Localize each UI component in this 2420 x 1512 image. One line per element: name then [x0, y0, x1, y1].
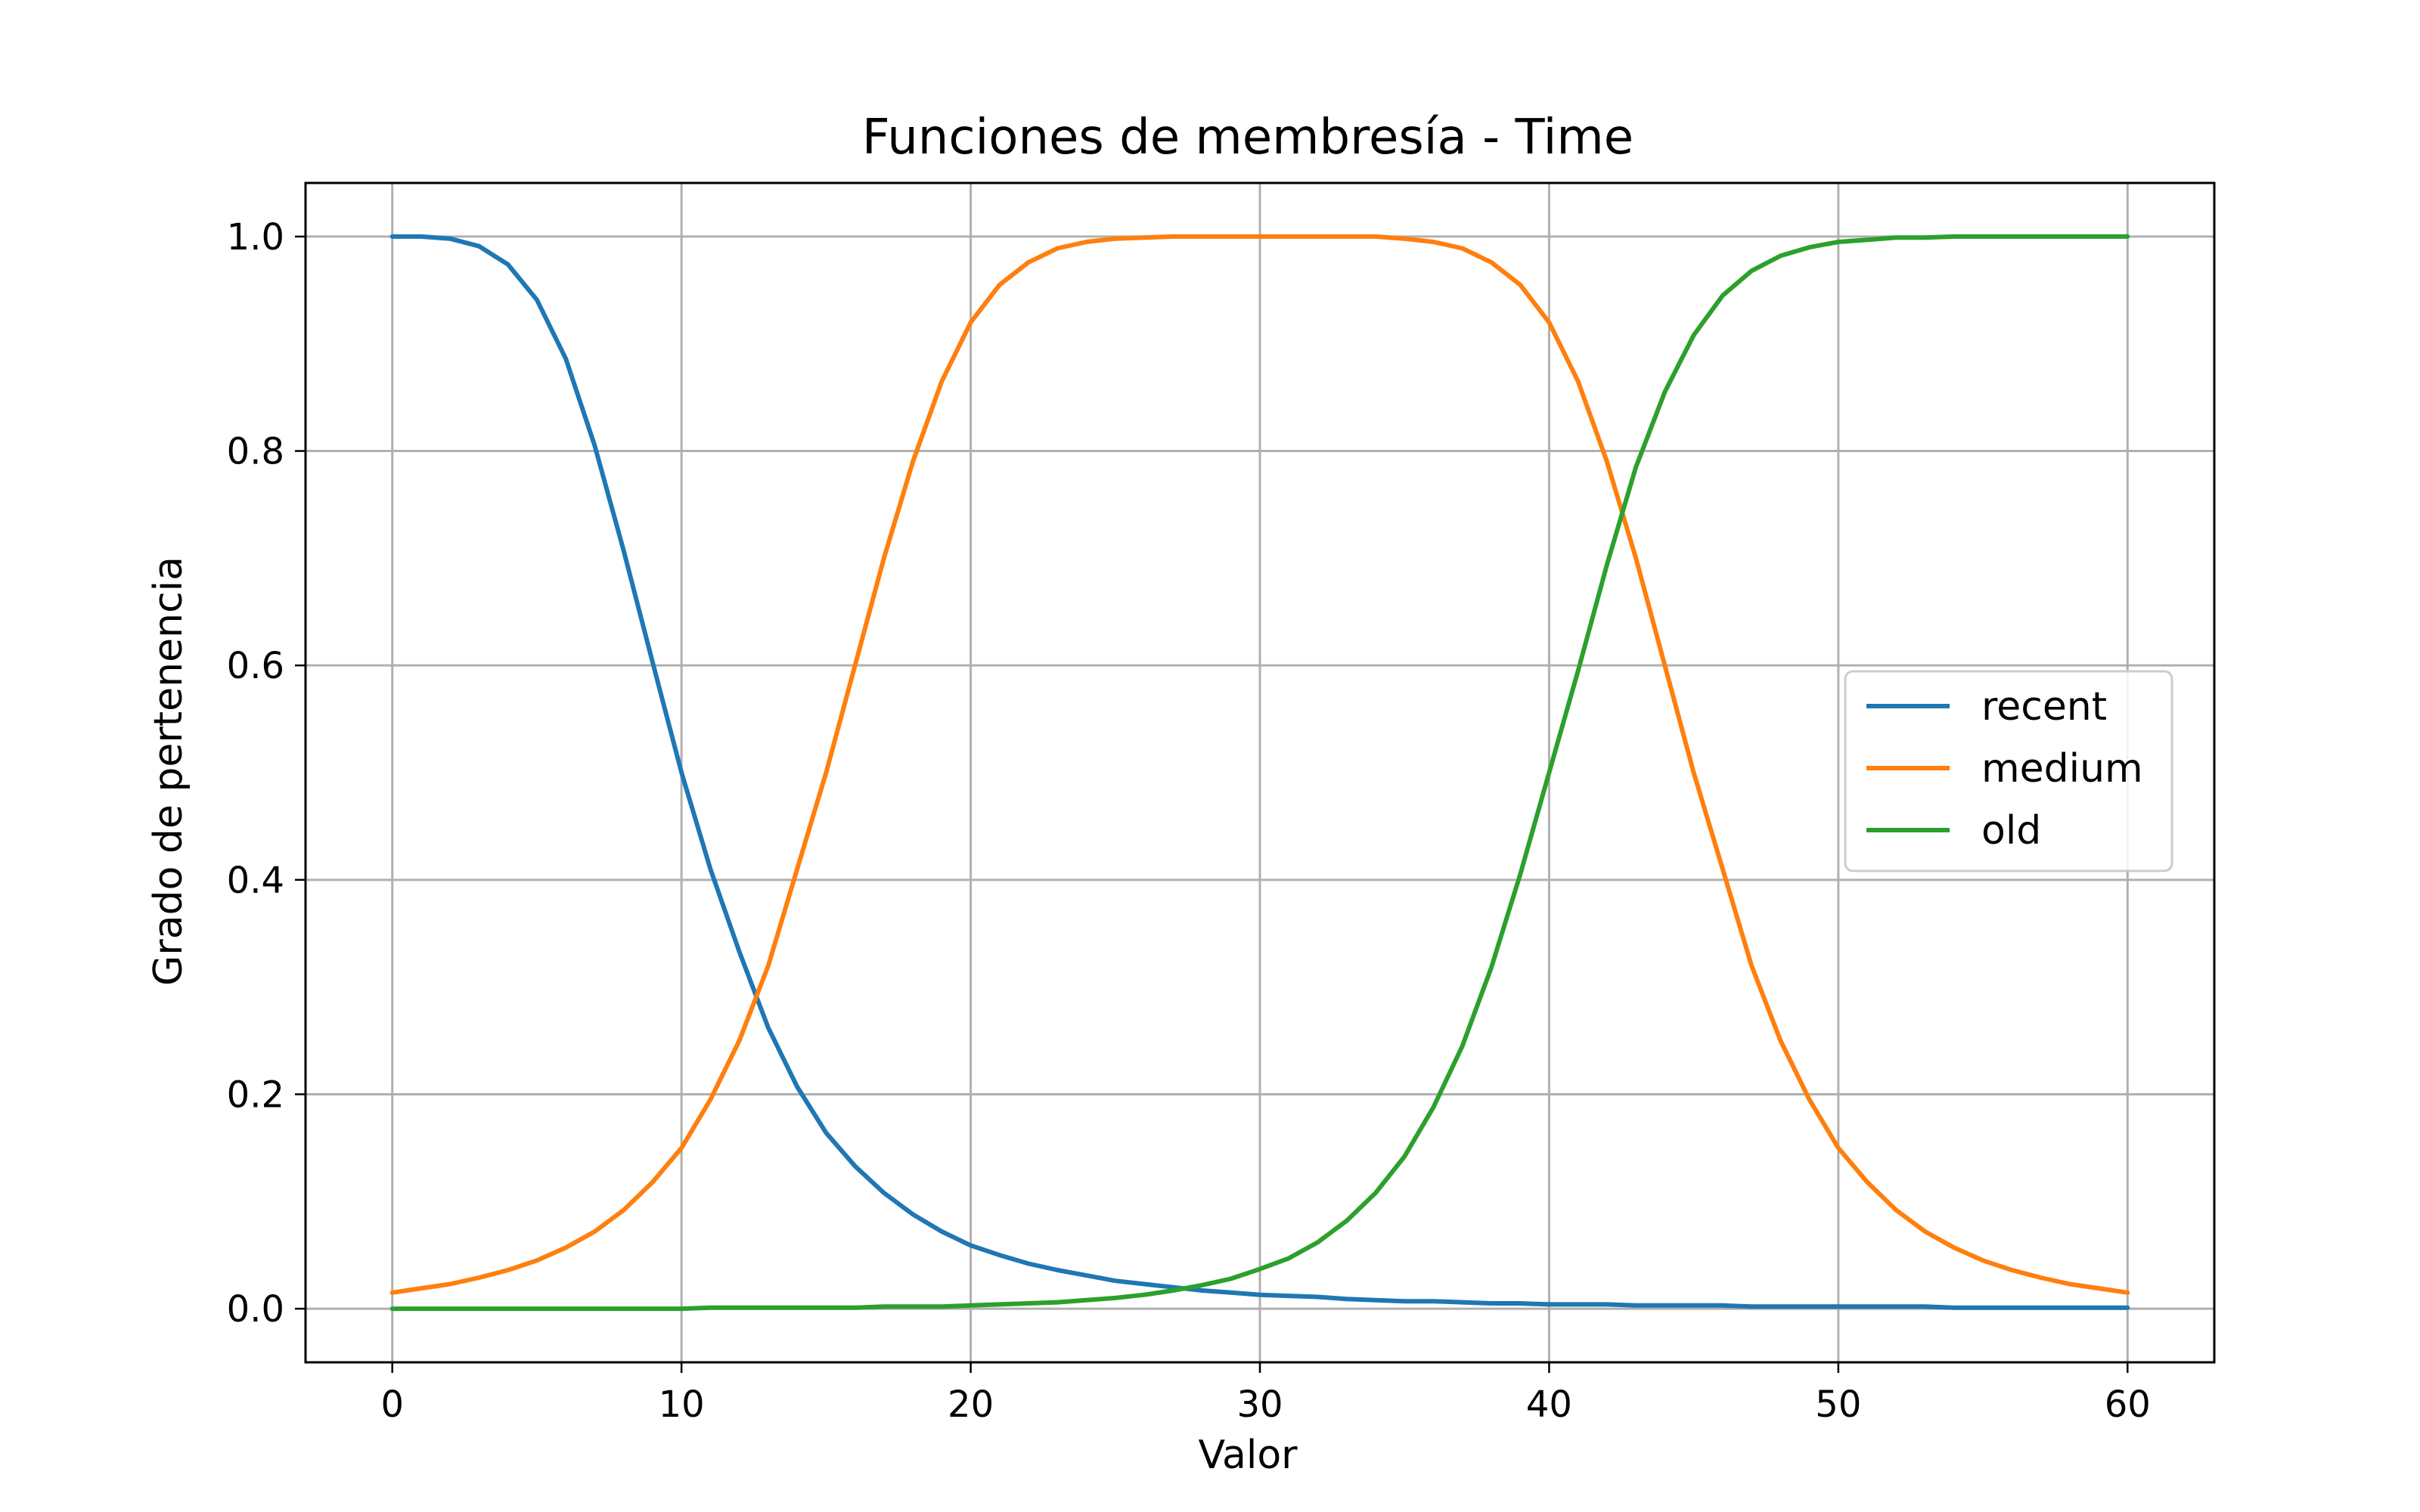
chart-title: Funciones de membresía - Time — [862, 110, 1634, 166]
x-tick-label: 0 — [380, 1383, 404, 1426]
legend-label-recent: recent — [1981, 684, 2107, 730]
y-tick-label: 0.0 — [227, 1288, 284, 1331]
series-line-old — [389, 234, 2130, 1312]
series-lines — [389, 234, 2130, 1312]
x-tick-label: 60 — [2105, 1383, 2151, 1426]
axis-ticks: 0 10 20 30 40 50 60 0.0 0.2 0.4 0.6 0.8 1.0 — [227, 216, 2151, 1426]
legend-label-medium: medium — [1981, 746, 2143, 792]
y-axis-label: Grado de pertenencia — [146, 556, 191, 986]
legend: recent medium old — [1844, 670, 2173, 872]
legend-box — [1844, 670, 2173, 872]
y-tick-label: 0.8 — [227, 431, 284, 473]
y-tick-label: 1.0 — [227, 216, 284, 259]
y-tick-label: 0.2 — [227, 1074, 284, 1116]
y-tick-label: 0.6 — [227, 645, 284, 687]
x-tick-label: 20 — [948, 1383, 994, 1426]
x-tick-label: 10 — [659, 1383, 705, 1426]
series-line-medium — [389, 234, 2130, 1295]
x-tick-label: 50 — [1815, 1383, 1861, 1426]
x-axis-label: Valor — [1198, 1433, 1298, 1478]
series-line-recent — [389, 234, 2130, 1310]
y-tick-label: 0.4 — [227, 860, 284, 902]
x-tick-label: 40 — [1526, 1383, 1572, 1426]
legend-label-old: old — [1981, 808, 2041, 854]
x-tick-label: 30 — [1236, 1383, 1283, 1426]
